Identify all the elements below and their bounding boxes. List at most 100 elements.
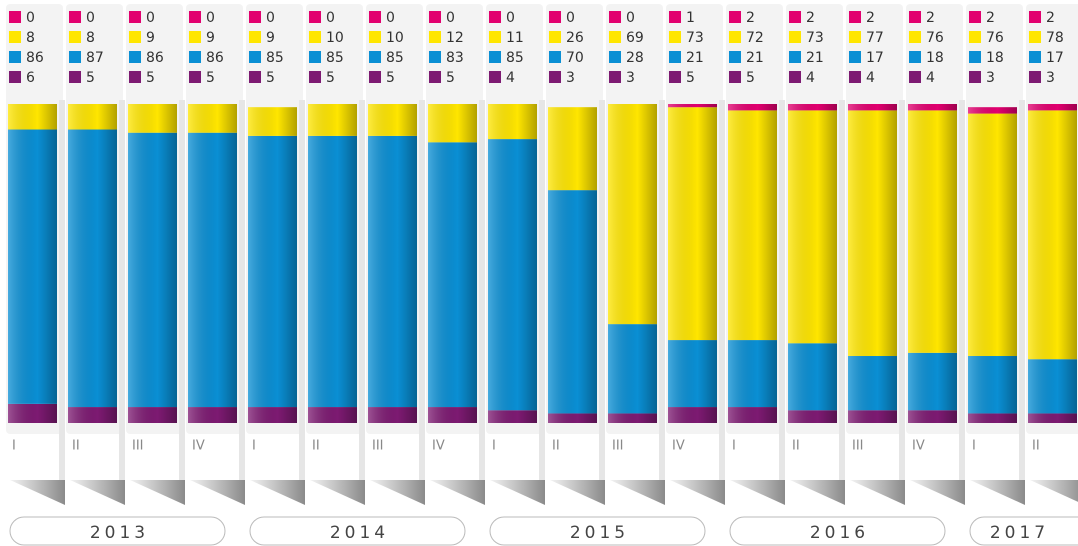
value-label: 2	[1046, 10, 1055, 26]
legend-swatch	[789, 51, 801, 63]
value-label: 10	[386, 30, 404, 46]
legend-swatch	[969, 51, 981, 63]
legend-swatch	[189, 11, 201, 23]
value-label: 73	[686, 30, 704, 46]
column-shadow	[430, 480, 485, 505]
bar-shade	[788, 410, 837, 423]
year-label: 2016	[810, 523, 869, 543]
x-tick-label: II	[552, 439, 560, 454]
legend-swatch	[909, 51, 921, 63]
x-tick-label: III	[612, 439, 624, 454]
legend-swatch	[669, 51, 681, 63]
legend-swatch	[309, 71, 321, 83]
x-tick-label: IV	[672, 439, 685, 454]
legend-swatch	[609, 31, 621, 43]
bar-shade	[728, 407, 777, 423]
bar-shade	[188, 104, 237, 133]
value-label: 26	[566, 30, 584, 46]
bar-shade	[308, 104, 357, 136]
legend-swatch	[849, 71, 861, 83]
year-box	[969, 516, 1078, 546]
column-shadow	[670, 480, 725, 505]
bar-shade	[968, 413, 1017, 423]
bar-shade	[1028, 104, 1077, 111]
legend-swatch	[69, 11, 81, 23]
legend-swatch	[729, 51, 741, 63]
legend-swatch	[9, 71, 21, 83]
value-label: 5	[86, 70, 95, 86]
column-shadow	[970, 480, 1025, 505]
year-label: 2015	[570, 523, 629, 543]
value-label: 85	[386, 50, 404, 66]
column-fold	[719, 100, 725, 500]
value-label: 10	[326, 30, 344, 46]
value-label: 70	[566, 50, 584, 66]
bar-shade	[968, 107, 1017, 114]
value-label: 0	[626, 10, 635, 26]
value-label: 0	[26, 10, 35, 26]
value-label: 17	[1046, 50, 1064, 66]
bar-shade	[8, 104, 57, 130]
value-label: 8	[26, 30, 35, 46]
legend-swatch	[129, 51, 141, 63]
column-fold	[119, 100, 125, 500]
value-label: 0	[206, 10, 215, 26]
bar-shade	[428, 104, 477, 143]
value-label: 72	[746, 30, 764, 46]
legend-swatch	[9, 11, 21, 23]
bar-shade	[188, 407, 237, 423]
legend-swatch	[969, 71, 981, 83]
bar-shade	[968, 113, 1017, 357]
value-label: 5	[266, 70, 275, 86]
legend-swatch	[789, 11, 801, 23]
x-tick-label: II	[1032, 439, 1040, 454]
value-label: 85	[326, 50, 344, 66]
column-fold	[419, 100, 425, 500]
legend-swatch	[129, 31, 141, 43]
legend-swatch	[849, 11, 861, 23]
x-tick-label: I	[732, 439, 736, 454]
column-fold	[59, 100, 65, 500]
legend-swatch	[369, 11, 381, 23]
column-shadow	[70, 480, 125, 505]
year-box	[9, 516, 226, 546]
bar-shade	[788, 110, 837, 344]
value-label: 12	[446, 30, 464, 46]
x-tick-label: III	[372, 439, 384, 454]
legend-swatch	[249, 51, 261, 63]
legend-swatch	[609, 51, 621, 63]
value-label: 0	[386, 10, 395, 26]
bar-shade	[1028, 413, 1077, 423]
legend-swatch	[489, 11, 501, 23]
legend-swatch	[69, 51, 81, 63]
value-label: 11	[506, 30, 524, 46]
bar-shade	[128, 132, 177, 408]
value-label: 87	[86, 50, 104, 66]
column-fold	[299, 100, 305, 500]
legend-swatch	[729, 31, 741, 43]
legend-swatch	[309, 11, 321, 23]
column-fold	[539, 100, 545, 500]
legend-swatch	[429, 51, 441, 63]
bar-shade	[248, 407, 297, 423]
legend-swatch	[789, 71, 801, 83]
value-label: 77	[866, 30, 884, 46]
value-label: 69	[626, 30, 644, 46]
bar-shade	[68, 129, 117, 408]
legend-swatch	[369, 71, 381, 83]
value-label: 6	[26, 70, 35, 86]
bar-shade	[848, 356, 897, 411]
legend-swatch	[669, 11, 681, 23]
column-fold	[239, 100, 245, 500]
legend-swatch	[189, 31, 201, 43]
column-fold	[779, 100, 785, 500]
value-label: 76	[986, 30, 1004, 46]
x-tick-label: II	[72, 439, 80, 454]
value-label: 0	[326, 10, 335, 26]
legend-swatch	[609, 11, 621, 23]
bar-shade	[908, 352, 957, 411]
x-tick-label: I	[972, 439, 976, 454]
bar-shade	[548, 107, 597, 191]
bar-shade	[608, 104, 657, 325]
